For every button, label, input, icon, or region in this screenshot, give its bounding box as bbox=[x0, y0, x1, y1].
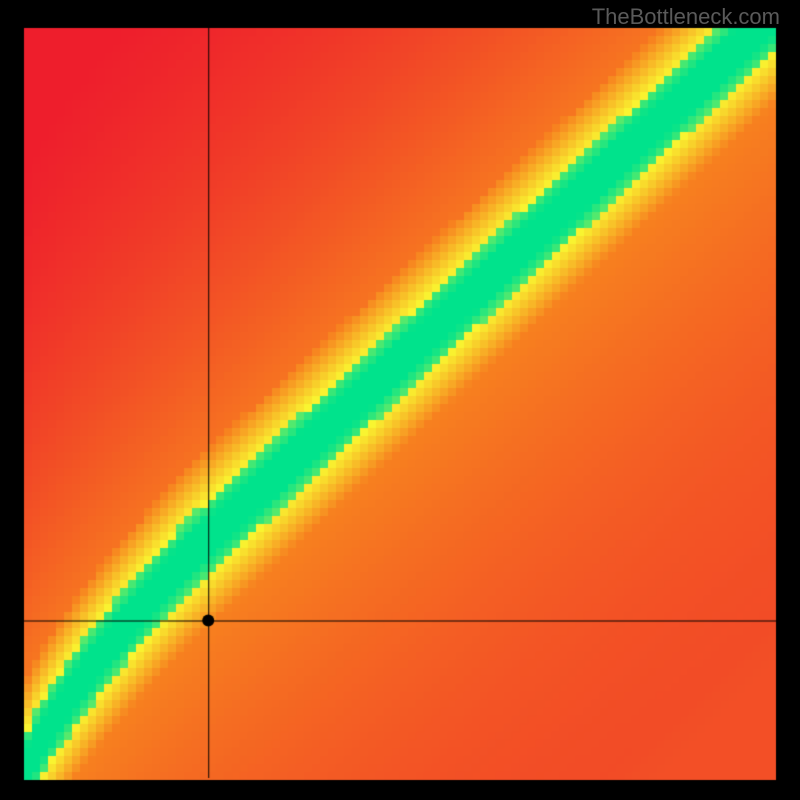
bottleneck-heatmap bbox=[0, 0, 800, 800]
